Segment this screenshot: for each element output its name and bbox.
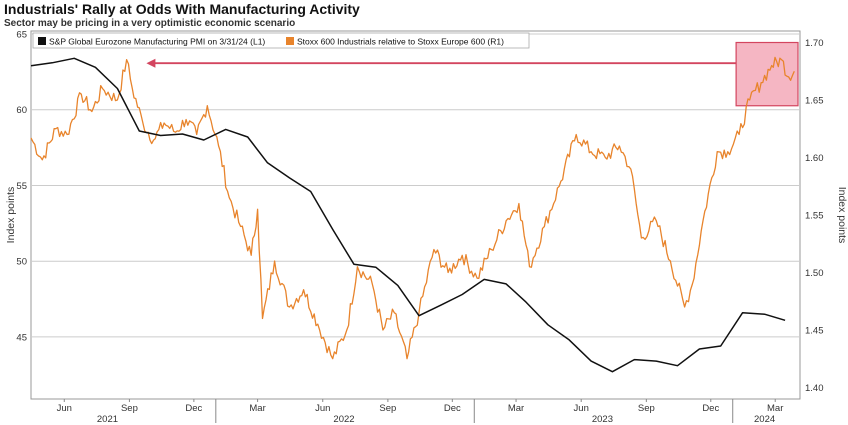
right-tick-label: 1.40 [805, 383, 824, 394]
month-tick-label: Jun [574, 403, 589, 414]
pmi-line [30, 57, 786, 373]
series-lines [30, 56, 795, 373]
left-tick-label: 60 [16, 105, 27, 116]
year-label: 2023 [592, 414, 613, 425]
left-tick-label: 45 [16, 332, 27, 343]
right-axis-title: Index points [836, 187, 848, 244]
left-axis-title: Index points [5, 187, 17, 244]
right-tick-label: 1.55 [805, 211, 824, 222]
axes: 45 50 55 60 65 1.40 1.45 1.50 1.55 1.60 1.65 1.70 In… [5, 30, 848, 425]
year-label: 2022 [333, 414, 354, 425]
month-tick-label: Mar [767, 403, 783, 414]
legend-swatch-stoxx [286, 37, 294, 45]
legend-swatch-pmi [38, 37, 46, 45]
year-label: 2021 [97, 414, 118, 425]
left-tick-label: 55 [16, 181, 27, 192]
left-tick-label: 50 [16, 257, 27, 268]
legend-box [32, 32, 530, 49]
month-tick-label: Dec [444, 403, 461, 414]
chart-subtitle: Sector may be pricing in a very optimist… [4, 18, 296, 29]
right-tick-label: 1.70 [805, 38, 824, 49]
month-tick-label: Jun [315, 403, 330, 414]
month-tick-label: Sep [379, 403, 396, 414]
plot-area [30, 30, 801, 400]
right-tick-label: 1.60 [805, 153, 824, 164]
month-tick-label: Jun [57, 403, 72, 414]
legend-label-pmi: S&P Global Eurozone Manufacturing PMI on… [49, 37, 265, 47]
stoxx-industrials-line [30, 56, 795, 360]
right-tick-label: 1.65 [805, 96, 824, 107]
month-tick-label: Sep [638, 403, 655, 414]
month-tick-label: Mar [508, 403, 524, 414]
month-tick-label: Mar [249, 403, 265, 414]
year-label: 2024 [754, 414, 775, 425]
month-tick-label: Dec [702, 403, 719, 414]
month-tick-label: Sep [121, 403, 138, 414]
legend-label-stoxx: Stoxx 600 Industrials relative to Stoxx … [297, 37, 504, 47]
right-tick-label: 1.50 [805, 268, 824, 279]
month-tick-label: Dec [185, 403, 202, 414]
chart-title: Industrials' Rally at Odds With Manufact… [4, 1, 360, 17]
right-tick-label: 1.45 [805, 326, 824, 337]
arrow-head [146, 58, 156, 68]
legend: S&P Global Eurozone Manufacturing PMI on… [32, 32, 530, 49]
left-tick-label: 65 [16, 30, 27, 41]
